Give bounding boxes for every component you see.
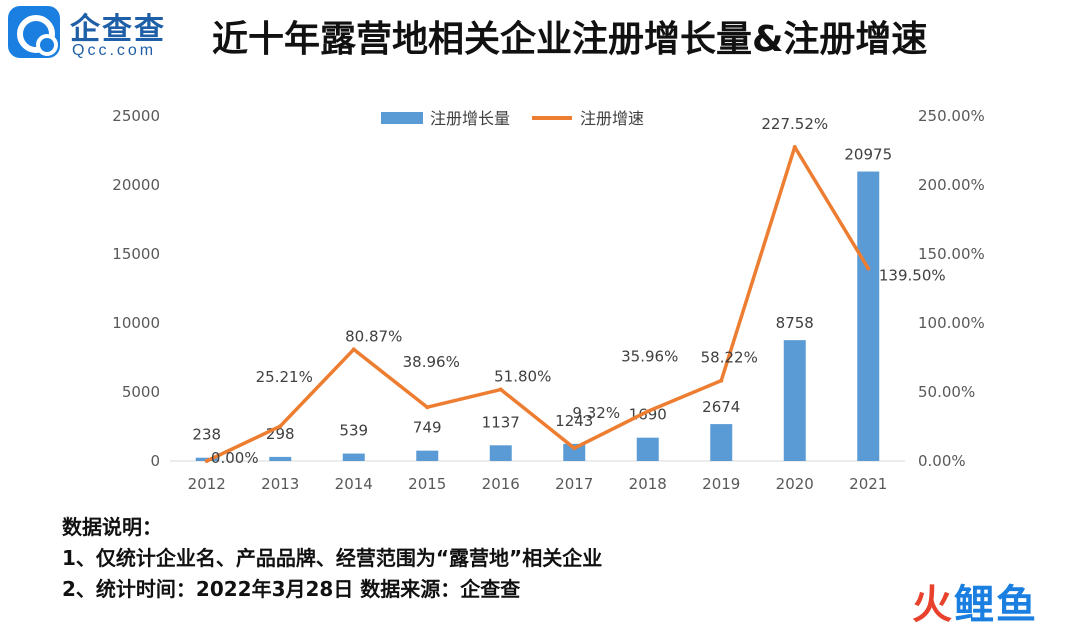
y-left-tick-label: 20000 xyxy=(112,176,160,194)
data-notes: 数据说明： 1、仅统计企业名、产品品牌、经营范围为“露营地”相关企业 2、统计时… xyxy=(62,512,602,605)
line-data-label: 38.96% xyxy=(403,353,460,371)
notes-line-2: 2、统计时间：2022年3月28日 数据来源：企查查 xyxy=(62,577,521,601)
bar xyxy=(636,437,659,461)
y-left-tick-label: 25000 xyxy=(112,107,160,125)
page-title: 近十年露营地相关企业注册增长量&注册增速 xyxy=(212,19,928,60)
bar-data-label: 1137 xyxy=(482,413,520,431)
bar xyxy=(342,453,365,461)
line-data-label: 227.52% xyxy=(761,115,828,133)
x-tick-label: 2017 xyxy=(555,475,593,493)
line-point xyxy=(572,446,577,451)
bar-data-label: 539 xyxy=(339,422,368,440)
line-point xyxy=(866,266,871,271)
x-tick-label: 2021 xyxy=(849,475,887,493)
bar xyxy=(489,445,512,461)
line-point xyxy=(498,387,503,392)
watermark-char: 火 xyxy=(912,582,954,628)
bar-data-label: 2674 xyxy=(702,398,740,416)
watermark: 火鲤鱼 xyxy=(912,572,1038,630)
bar-data-label: 1690 xyxy=(629,406,667,424)
line-data-label: 35.96% xyxy=(621,347,678,365)
growth-rate-line xyxy=(206,145,870,463)
combo-chart: 0 5000 10000 15000 20000 25000 0.00% 50.00% 100.… xyxy=(112,107,985,493)
bar xyxy=(416,450,439,461)
x-tick-label: 2013 xyxy=(261,475,299,493)
line-data-label: 0.00% xyxy=(211,449,259,467)
line-point xyxy=(204,459,209,463)
line-data-label: 9.32% xyxy=(572,404,620,422)
y-left-tick-label: 0 xyxy=(150,452,160,470)
line-point xyxy=(792,145,797,150)
qcc-logo-icon xyxy=(8,6,60,58)
line-point xyxy=(351,347,356,352)
notes-heading: 数据说明： xyxy=(62,515,162,539)
y-left-tick-label: 15000 xyxy=(112,245,160,263)
y-right-tick-label: 250.00% xyxy=(918,107,985,125)
bar-data-label: 8758 xyxy=(776,314,814,332)
y-left-tick-label: 10000 xyxy=(112,314,160,332)
y-right-tick-label: 100.00% xyxy=(918,314,985,332)
logo-text: 企查查 xyxy=(70,12,166,47)
bar xyxy=(857,171,880,462)
notes-line-1: 1、仅统计企业名、产品品牌、经营范围为“露营地”相关企业 xyxy=(62,546,603,570)
line-point xyxy=(645,409,650,414)
x-tick-label: 2012 xyxy=(188,475,226,493)
bar xyxy=(269,456,292,461)
legend-line-label: 注册增速 xyxy=(580,109,644,128)
legend-bar-swatch xyxy=(381,112,423,124)
x-tick-label: 2020 xyxy=(776,475,814,493)
legend-bar-label: 注册增长量 xyxy=(430,109,510,128)
bar-data-label: 749 xyxy=(413,419,442,437)
y-right-tick-label: 0.00% xyxy=(918,452,966,470)
bar xyxy=(783,340,806,461)
line-data-label: 80.87% xyxy=(345,327,402,345)
x-tick-label: 2014 xyxy=(335,475,373,493)
header: 企查查 Qcc.com 近十年露营地相关企业注册增长量&注册增速 xyxy=(0,0,1080,80)
line-point xyxy=(278,424,283,429)
x-tick-label: 2019 xyxy=(702,475,740,493)
y-right-tick-label: 50.00% xyxy=(918,383,975,401)
x-tick-label: 2016 xyxy=(482,475,520,493)
y-left-tick-label: 5000 xyxy=(122,383,160,401)
bar-data-label: 1243 xyxy=(555,412,593,430)
x-tick-label: 2015 xyxy=(408,475,446,493)
bar xyxy=(710,424,733,461)
bar-data-label: 20975 xyxy=(844,146,892,164)
line-point xyxy=(425,405,430,410)
y-right-tick-label: 200.00% xyxy=(918,176,985,194)
line-data-label: 25.21% xyxy=(256,368,313,386)
line-data-label: 51.80% xyxy=(494,368,551,386)
bar-data-label: 238 xyxy=(192,426,221,444)
bar xyxy=(563,443,586,461)
x-tick-label: 2018 xyxy=(629,475,667,493)
logo-domain: Qcc.com xyxy=(72,42,157,59)
line-data-label: 58.22% xyxy=(701,349,758,367)
line-data-label: 139.50% xyxy=(879,266,946,284)
y-right-tick-label: 150.00% xyxy=(918,245,985,263)
watermark-text: 鲤鱼 xyxy=(954,582,1038,628)
line-point xyxy=(719,378,724,383)
